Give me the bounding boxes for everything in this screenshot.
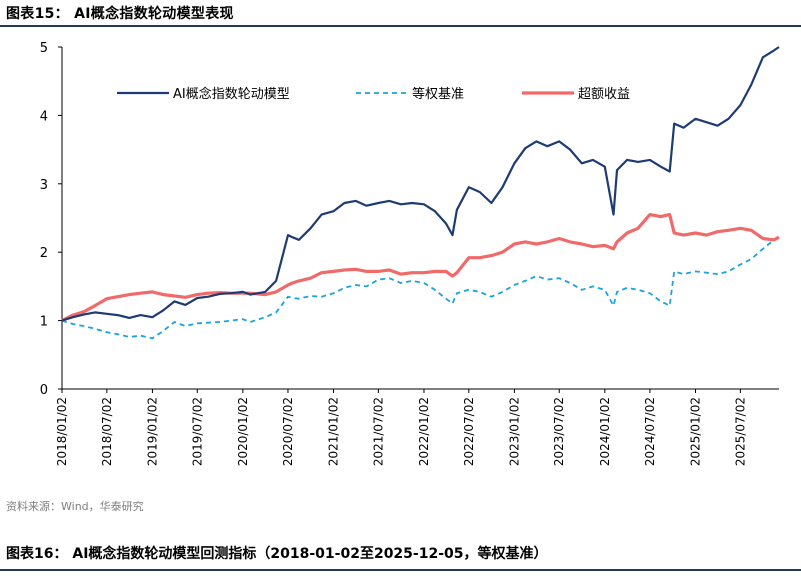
- legend-label: 等权基准: [412, 86, 464, 102]
- x-tick-label: 2025/01/02: [689, 397, 703, 466]
- series-line-2: [61, 236, 780, 340]
- x-tick-label: 2023/07/02: [552, 397, 566, 466]
- top-rule: [0, 25, 801, 27]
- x-tick-label: 2020/01/02: [236, 397, 250, 466]
- axes: 0 1 2 3 4 5 2018/01/02 2018/07/02 2019/01/02 2019…: [40, 41, 779, 466]
- x-tick-label: 2020/07/02: [281, 397, 295, 466]
- line-chart: 0 1 2 3 4 5 2018/01/02 2018/07/02 2019/01/02 2019…: [40, 41, 780, 466]
- series-layer: [61, 46, 780, 340]
- x-tick-label: 2022/01/02: [417, 397, 431, 466]
- figure-title: 图表15： AI概念指数轮动模型表现: [6, 6, 234, 22]
- x-tick-label: 2024/07/02: [643, 397, 657, 466]
- x-tick-label: 2023/01/02: [507, 397, 521, 466]
- x-tick-label: 2018/01/02: [55, 397, 69, 466]
- series-line-1: [61, 46, 780, 322]
- x-tick-label: 2021/01/02: [327, 397, 341, 466]
- x-tick-label: 2018/07/02: [100, 397, 114, 466]
- y-tick-label: 4: [40, 109, 48, 124]
- legend: AI概念指数轮动模型 等权基准 超额收益: [117, 86, 630, 102]
- source-note: 资料来源：Wind，华泰研究: [6, 500, 144, 513]
- x-tick-label: 2022/07/02: [462, 397, 476, 466]
- series-line-3: [61, 213, 780, 323]
- legend-label: AI概念指数轮动模型: [173, 86, 290, 102]
- x-tick-label: 2024/01/02: [598, 397, 612, 466]
- x-tick-label: 2021/07/02: [371, 397, 385, 466]
- y-tick-label: 1: [40, 315, 48, 330]
- x-tick-label: 2019/01/02: [145, 397, 159, 466]
- bottom-rule: [0, 569, 801, 571]
- x-tick-label: 2025/07/02: [733, 397, 747, 466]
- y-tick-label: 0: [40, 383, 48, 398]
- next-figure-title: 图表16： AI概念指数轮动模型回测指标（2018-01-02至2025-12-…: [6, 546, 548, 562]
- y-tick-label: 3: [40, 178, 48, 193]
- x-tick-label: 2019/07/02: [190, 397, 204, 466]
- y-tick-label: 2: [40, 246, 48, 261]
- legend-label: 超额收益: [578, 87, 630, 102]
- y-tick-label: 5: [40, 41, 48, 56]
